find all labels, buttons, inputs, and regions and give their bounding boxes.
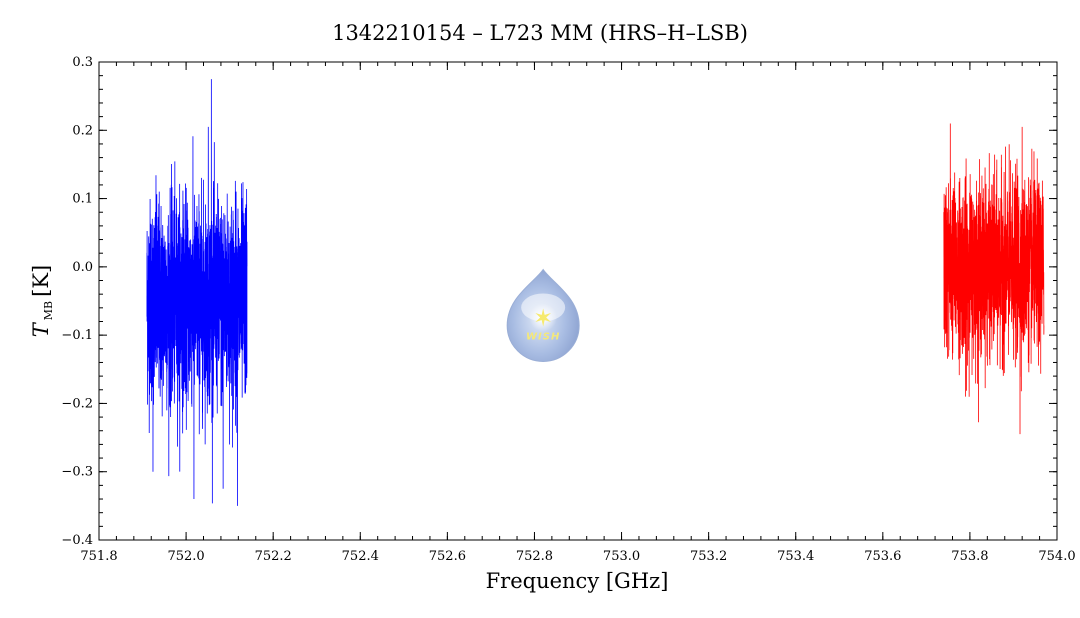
plot-frame	[98, 61, 1058, 541]
x-tick-label: 753.8	[951, 549, 988, 564]
spectrum-series-2	[943, 123, 1045, 435]
x-axis: 751.8 752.0 752.2 752.4 752.6 752.8 753.0 753.2…	[80, 62, 1076, 564]
x-tick-label: 752.0	[167, 549, 204, 564]
x-tick-label: 752.2	[255, 549, 292, 564]
x-tick-label: 754.0	[1038, 549, 1075, 564]
x-tick-label: 752.8	[516, 549, 553, 564]
plot-series	[146, 79, 1045, 506]
y-label-unit: [K]	[29, 265, 53, 297]
star-icon	[535, 308, 551, 327]
y-tick-label: 0.2	[72, 123, 93, 138]
spectrum-series-1	[146, 79, 248, 506]
y-tick-label: 0.1	[72, 192, 93, 207]
x-tick-label: 753.2	[690, 549, 727, 564]
x-tick-label: 752.4	[342, 549, 379, 564]
logo-text: WISH	[526, 331, 560, 342]
y-axis: −0.4 −0.3 −0.2 −0.1 0.0 0.1 0.2 0.3	[61, 55, 1057, 548]
y-tick-label: −0.3	[61, 465, 93, 480]
svg-text:TMB[K]: TMB [K]	[29, 265, 55, 337]
x-tick-label: 751.8	[80, 549, 117, 564]
x-tick-label: 752.6	[429, 549, 466, 564]
x-tick-label: 753.4	[777, 549, 814, 564]
y-axis-label: TMB [K]	[29, 265, 55, 337]
y-tick-label: −0.1	[61, 328, 93, 343]
chart-title: 1342210154 – L723 MM (HRS–H–LSB)	[332, 21, 748, 45]
y-label-subscript: MB	[42, 301, 55, 320]
x-tick-label: 753.6	[864, 549, 901, 564]
y-tick-label: 0.3	[72, 55, 93, 70]
y-tick-label: −0.4	[61, 533, 93, 548]
x-tick-label: 753.0	[603, 549, 640, 564]
y-tick-label: −0.2	[61, 396, 93, 411]
x-axis-label: Frequency [GHz]	[486, 569, 669, 593]
y-tick-label: 0.0	[72, 260, 93, 275]
y-label-symbol: T	[29, 321, 53, 337]
wish-logo: WISH	[506, 268, 580, 362]
